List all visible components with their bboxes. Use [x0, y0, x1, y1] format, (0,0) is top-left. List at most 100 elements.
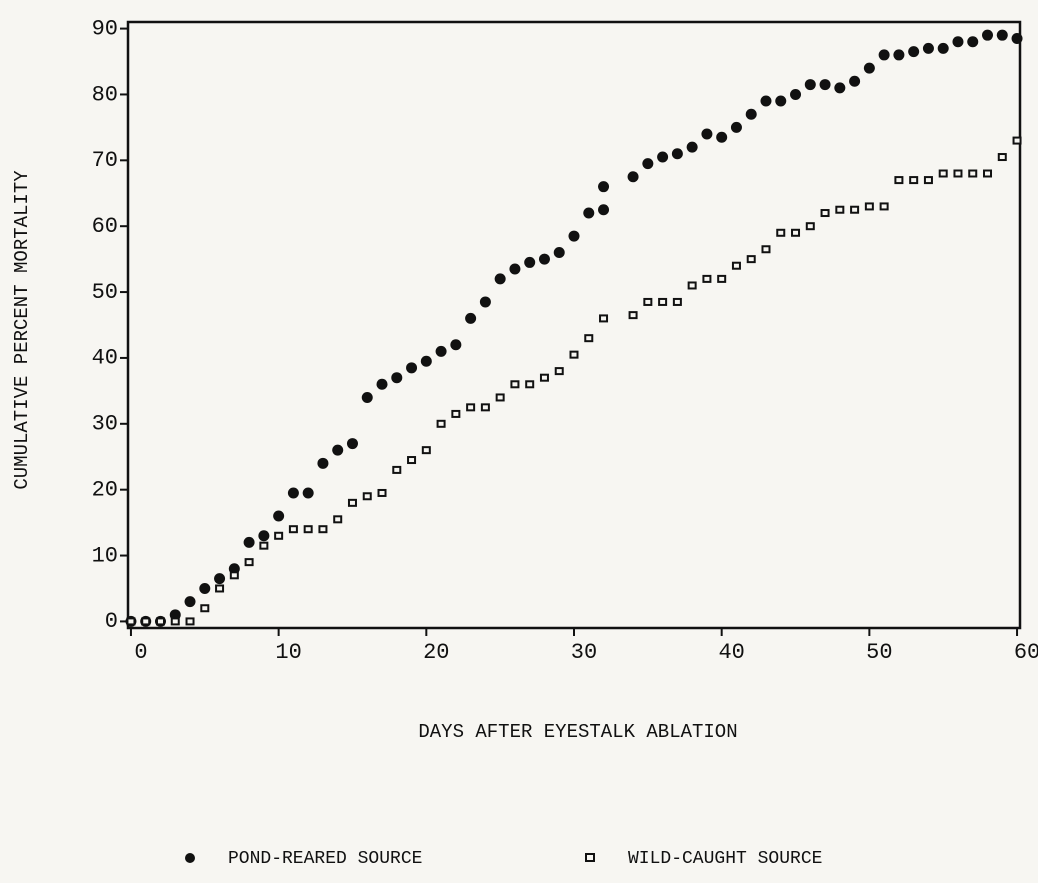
point: [229, 571, 239, 580]
point: [894, 176, 904, 185]
point: [392, 465, 402, 474]
point: [776, 228, 786, 237]
point: [834, 82, 846, 94]
point: [687, 281, 697, 290]
point: [126, 617, 136, 626]
point: [730, 121, 742, 133]
point: [878, 49, 890, 61]
point: [553, 247, 565, 259]
point: [273, 510, 285, 522]
x-tick-label: 0: [134, 640, 147, 665]
point: [333, 515, 343, 524]
point: [1011, 32, 1023, 44]
point: [717, 274, 727, 283]
y-tick-label: 70: [92, 148, 118, 173]
point: [643, 297, 653, 306]
point: [953, 169, 963, 178]
point: [701, 128, 713, 140]
y-tick-label: 80: [92, 82, 118, 107]
x-tick-label: 20: [423, 640, 449, 665]
point: [569, 350, 579, 359]
point: [141, 617, 151, 626]
point: [451, 409, 461, 418]
point: [466, 403, 476, 412]
point: [509, 263, 521, 275]
point: [361, 391, 373, 403]
y-tick-label: 0: [105, 609, 118, 634]
point: [968, 169, 978, 178]
point: [983, 169, 993, 178]
point: [642, 158, 654, 170]
point: [805, 222, 815, 231]
point: [318, 525, 328, 534]
x-tick-label: 60: [1014, 640, 1038, 665]
point: [258, 530, 270, 542]
point: [671, 148, 683, 160]
point: [465, 312, 477, 324]
y-tick-label: 30: [92, 412, 118, 437]
point: [761, 245, 771, 254]
point: [391, 372, 403, 384]
point: [199, 582, 211, 594]
legend-text: WILD-CAUGHT SOURCE: [628, 849, 822, 869]
point: [170, 617, 180, 626]
point: [524, 256, 536, 268]
point: [495, 393, 505, 402]
x-tick-label: 40: [718, 640, 744, 665]
legend-text: POND-REARED SOURCE: [228, 849, 422, 869]
point: [849, 75, 861, 87]
point: [185, 617, 195, 626]
point: [554, 367, 564, 376]
point: [702, 274, 712, 283]
point: [362, 492, 372, 501]
point: [850, 205, 860, 214]
point: [909, 176, 919, 185]
point: [184, 596, 196, 608]
point: [407, 456, 417, 465]
y-tick-label: 40: [92, 346, 118, 371]
point: [790, 88, 802, 100]
y-axis-title: CUMULATIVE PERCENT MORTALITY: [11, 170, 33, 490]
point: [820, 209, 830, 218]
x-tick-label: 30: [571, 640, 597, 665]
point: [510, 380, 520, 389]
point: [908, 46, 920, 58]
point: [259, 541, 269, 550]
point: [525, 380, 535, 389]
point: [598, 181, 610, 193]
point: [937, 42, 949, 54]
point: [421, 446, 431, 455]
point: [760, 95, 772, 107]
legend-marker: [585, 853, 595, 862]
point: [274, 531, 284, 540]
point: [628, 311, 638, 320]
point: [775, 95, 787, 107]
point: [480, 403, 490, 412]
point: [479, 296, 491, 308]
point: [922, 42, 934, 54]
point: [598, 204, 610, 216]
point: [686, 141, 698, 153]
point: [538, 253, 550, 265]
point: [303, 525, 313, 534]
point: [214, 573, 226, 585]
point: [864, 202, 874, 211]
point: [627, 171, 639, 183]
point: [450, 339, 462, 351]
legend-marker: [185, 853, 195, 863]
point: [377, 488, 387, 497]
point: [332, 444, 344, 456]
point: [376, 378, 388, 390]
point: [746, 255, 756, 264]
point: [938, 169, 948, 178]
point: [731, 261, 741, 270]
point: [287, 487, 299, 499]
point: [657, 151, 669, 163]
point: [923, 176, 933, 185]
point: [302, 487, 314, 499]
point: [317, 457, 329, 469]
point: [347, 498, 357, 507]
point: [996, 29, 1008, 41]
point: [791, 228, 801, 237]
